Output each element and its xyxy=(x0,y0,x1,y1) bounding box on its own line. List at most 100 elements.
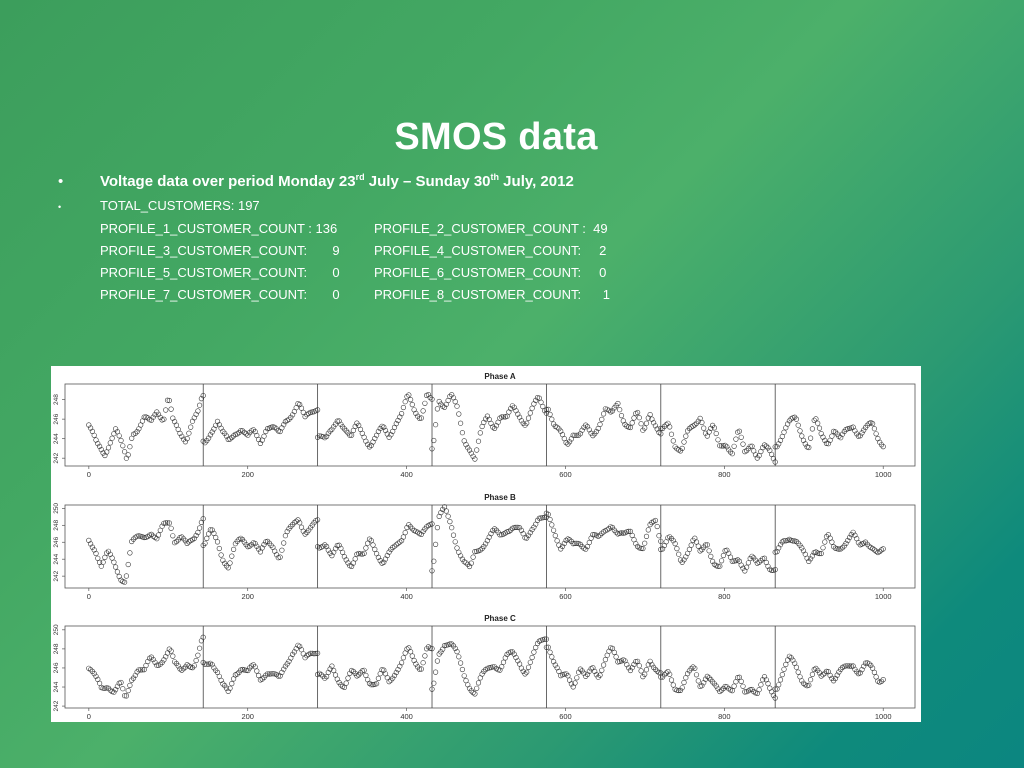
data-point xyxy=(823,668,830,675)
data-point xyxy=(783,661,789,668)
data-point xyxy=(388,432,394,438)
data-point xyxy=(633,541,639,547)
data-point xyxy=(500,414,507,420)
data-point xyxy=(697,548,703,554)
data-point xyxy=(452,539,458,545)
data-point xyxy=(304,412,310,418)
data-point xyxy=(391,543,398,549)
data-point xyxy=(492,664,498,670)
data-point xyxy=(239,428,246,434)
data-point xyxy=(433,422,439,428)
data-point xyxy=(715,563,721,569)
data-point xyxy=(790,538,796,544)
data-point xyxy=(116,573,122,580)
data-point xyxy=(736,428,743,434)
data-point xyxy=(738,678,744,685)
data-point xyxy=(245,667,251,674)
data-point xyxy=(617,407,623,413)
data-point xyxy=(545,644,551,650)
data-point xyxy=(273,671,280,678)
data-point xyxy=(818,550,824,557)
data-point xyxy=(458,553,464,559)
data-point xyxy=(561,540,567,547)
data-point xyxy=(845,663,851,669)
data-point xyxy=(481,668,487,675)
data-point xyxy=(740,683,746,689)
data-point xyxy=(418,666,424,672)
data-point xyxy=(286,658,292,664)
data-point xyxy=(652,666,659,673)
data-point xyxy=(368,538,374,544)
data-point xyxy=(456,411,462,417)
data-point xyxy=(170,533,176,539)
data-point xyxy=(433,541,439,547)
y-tick-label: 242 xyxy=(53,452,60,463)
data-point xyxy=(286,416,292,422)
data-point xyxy=(202,540,208,546)
data-point xyxy=(551,527,557,533)
data-point xyxy=(670,438,676,444)
data-point xyxy=(708,553,714,559)
data-point xyxy=(449,641,455,647)
data-point xyxy=(579,544,585,550)
bullet-list: • Voltage data over period Monday 23rd J… xyxy=(58,172,958,305)
data-point xyxy=(123,573,129,579)
data-point xyxy=(797,428,803,434)
data-point xyxy=(665,669,671,675)
data-point xyxy=(634,658,641,664)
data-point xyxy=(542,514,548,520)
data-point xyxy=(256,672,262,679)
data-point xyxy=(220,557,226,563)
data-point xyxy=(214,539,221,545)
data-point xyxy=(182,439,188,445)
data-point xyxy=(702,676,709,682)
data-point xyxy=(164,520,171,526)
data-point xyxy=(356,550,362,557)
data-point xyxy=(347,432,353,438)
data-point xyxy=(104,685,110,691)
data-point xyxy=(222,430,228,436)
bullet-marker: • xyxy=(58,173,64,190)
data-point xyxy=(533,397,539,404)
data-point xyxy=(118,679,124,686)
data-point xyxy=(667,424,673,430)
data-point xyxy=(869,420,876,427)
data-point xyxy=(854,669,860,675)
data-point xyxy=(807,677,814,683)
data-point xyxy=(265,538,271,544)
data-point xyxy=(572,680,578,686)
data-point xyxy=(631,661,637,668)
data-point xyxy=(724,684,730,690)
data-point xyxy=(195,652,201,658)
data-point xyxy=(749,553,755,559)
y-tick-label: 250 xyxy=(53,503,60,514)
data-point xyxy=(781,429,787,435)
data-point xyxy=(155,411,162,417)
data-point xyxy=(492,425,498,432)
data-point xyxy=(531,524,537,530)
data-point xyxy=(663,670,669,676)
data-point xyxy=(227,685,233,691)
data-point xyxy=(506,528,512,534)
data-point xyxy=(695,678,701,684)
data-point xyxy=(322,675,328,681)
data-point xyxy=(676,687,682,694)
data-point xyxy=(241,539,247,545)
data-point xyxy=(770,692,777,698)
data-point xyxy=(458,420,464,426)
data-point xyxy=(624,662,630,668)
data-point xyxy=(261,542,267,548)
data-point xyxy=(859,430,865,436)
data-point xyxy=(683,433,689,439)
plot-frame xyxy=(64,625,916,709)
data-point xyxy=(760,444,766,451)
data-point xyxy=(606,526,612,532)
data-point xyxy=(815,420,821,426)
data-point xyxy=(661,423,668,430)
y-tick-label: 248 xyxy=(53,520,60,531)
data-point xyxy=(429,446,435,452)
data-point xyxy=(672,444,678,450)
data-point xyxy=(295,517,301,523)
data-point xyxy=(127,550,133,556)
data-point xyxy=(477,430,483,436)
